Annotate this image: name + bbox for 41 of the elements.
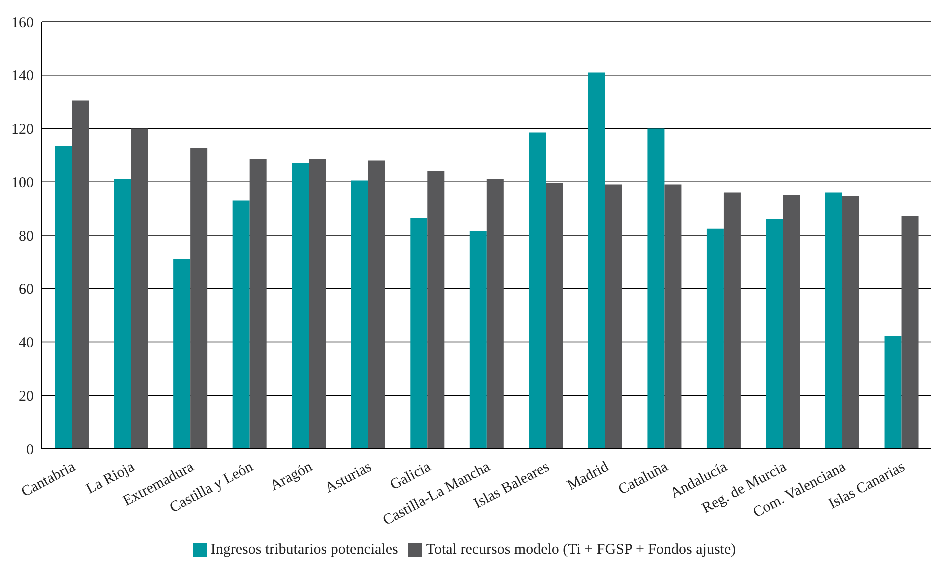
bar <box>826 192 843 449</box>
bar <box>706 228 724 449</box>
bar <box>605 184 622 449</box>
y-tick-label: 60 <box>19 282 34 298</box>
bar <box>546 183 564 449</box>
bar <box>292 163 310 449</box>
y-tick-label: 160 <box>12 15 34 32</box>
bar <box>648 128 665 449</box>
bar <box>190 148 208 449</box>
bar <box>232 200 250 449</box>
bar <box>309 159 326 449</box>
bar <box>368 160 386 449</box>
legend-label: Total recursos modelo (Ti + FGSP + Fondos ajuste) <box>426 542 736 558</box>
bar <box>55 146 72 449</box>
bar <box>174 260 191 449</box>
bar <box>428 171 445 449</box>
y-tick-label: 100 <box>12 175 34 192</box>
bar <box>842 196 860 449</box>
y-tick-label: 140 <box>12 68 34 85</box>
bar <box>410 218 428 449</box>
bar <box>783 195 800 449</box>
bar <box>470 231 487 449</box>
bar <box>588 72 606 449</box>
bar <box>250 159 267 449</box>
y-tick-label: 120 <box>12 122 34 138</box>
bar <box>902 216 919 449</box>
bar <box>114 179 132 449</box>
bar <box>351 180 368 449</box>
bar <box>724 192 741 449</box>
bar <box>766 219 784 449</box>
y-tick-label: 20 <box>19 388 34 405</box>
bar <box>529 132 546 449</box>
bar <box>72 100 90 449</box>
y-tick-label: 40 <box>19 336 34 352</box>
bar <box>131 128 148 449</box>
bar <box>664 184 682 449</box>
bar <box>884 336 902 449</box>
bar <box>486 179 504 449</box>
y-tick-label: 80 <box>19 228 34 245</box>
y-tick-label: 0 <box>26 442 34 458</box>
legend-label: Ingresos tributarios potenciales <box>210 542 398 558</box>
